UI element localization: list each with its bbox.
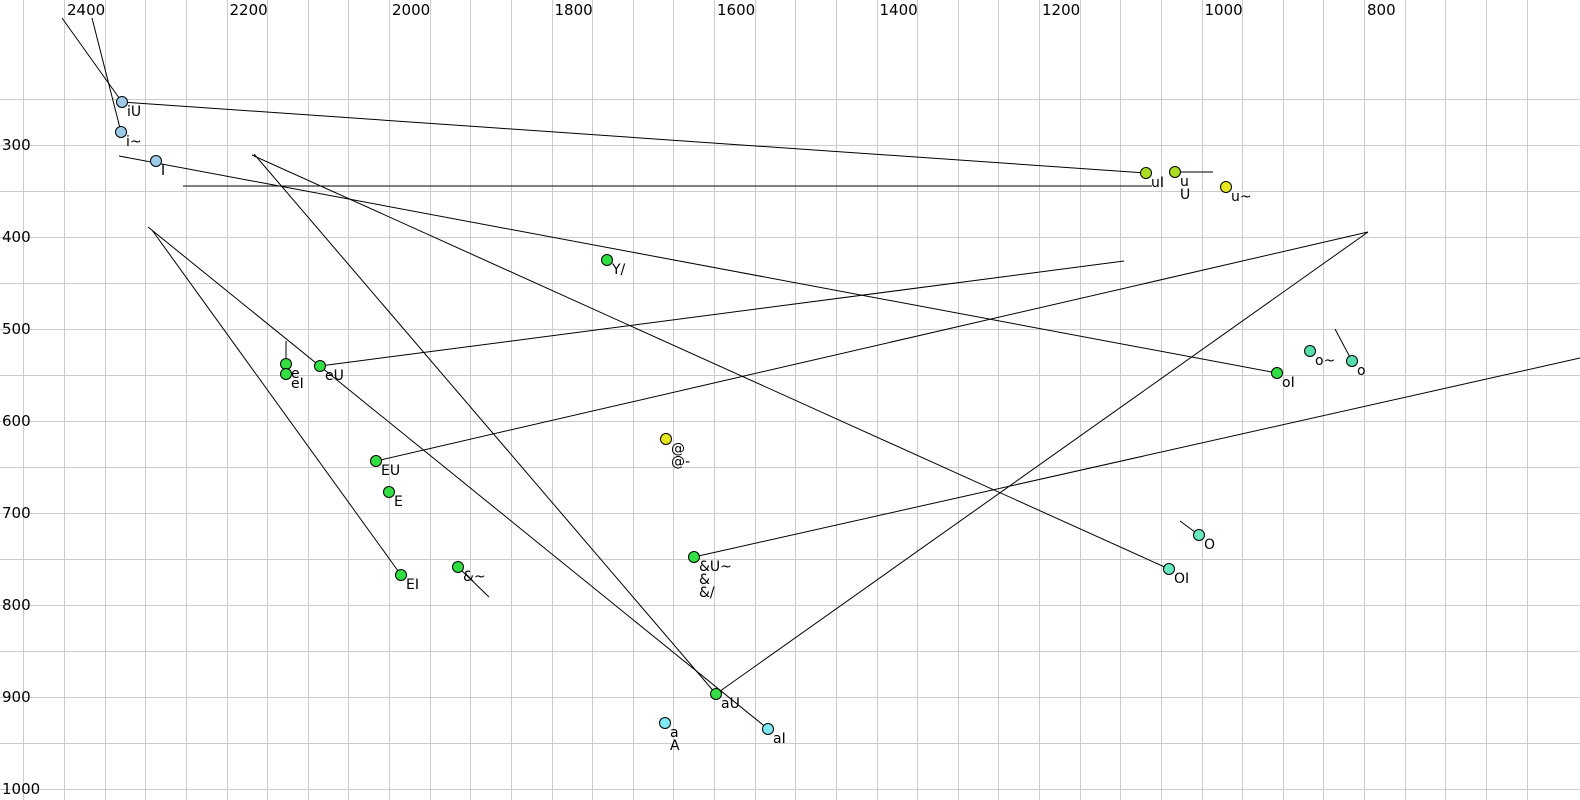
vowel-point[interactable] — [659, 717, 671, 729]
vowel-point-label: oI — [1282, 375, 1295, 391]
x-tick-label: 2400 — [67, 1, 105, 19]
vowel-point-label: a — [670, 725, 679, 741]
x-tick-label: 1400 — [880, 1, 918, 19]
vowel-point[interactable] — [280, 358, 292, 370]
formant-vector-line — [61, 17, 123, 103]
formant-vector-line — [693, 357, 1580, 558]
vowel-point[interactable] — [688, 551, 700, 563]
y-tick-label: 600 — [2, 412, 31, 430]
x-tick-label: 2000 — [392, 1, 430, 19]
vowel-point-label: EI — [406, 577, 419, 593]
vowel-point-label: U — [1180, 187, 1190, 203]
formant-vector-line — [121, 101, 1147, 174]
vowel-point[interactable] — [601, 254, 613, 266]
vowel-point-label: eU — [325, 368, 344, 384]
vowel-point[interactable] — [1169, 166, 1181, 178]
formant-trajectory-lines — [61, 17, 1580, 730]
vowel-point-label: A — [670, 738, 680, 754]
vowel-point-labels: iU i~ IuI uU u~ Y/o~ o eeI eU oI @@- EU E O&U~&&/ OI EI… — [126, 104, 1366, 754]
vowel-point-label: iU — [127, 104, 141, 120]
formant-vector-line — [319, 260, 1125, 367]
vowel-point-label: u — [1180, 174, 1189, 190]
vowel-point[interactable] — [1220, 181, 1232, 193]
vowel-point-label: @- — [671, 454, 690, 470]
y-tick-label: 1000 — [2, 780, 40, 798]
vowel-point[interactable] — [1304, 345, 1316, 357]
x-tick-label: 1800 — [555, 1, 593, 19]
vowel-point-label: aU — [721, 696, 740, 712]
vowel-point-label: i~ — [126, 134, 142, 150]
vowel-point-label: e — [291, 366, 300, 382]
vowel-point-label: O — [1204, 537, 1215, 553]
axis-tick-labels: 2400 2200 2000 1800 1600 1400 1200 1000 800 300 40… — [2, 1, 1396, 798]
vowel-point[interactable] — [116, 96, 128, 108]
vowel-point[interactable] — [1346, 355, 1358, 367]
vowel-point-label: & — [699, 572, 710, 588]
vowel-point-label: E — [394, 494, 403, 510]
formant-vector-line — [375, 231, 1369, 462]
x-tick-label: 1200 — [1042, 1, 1080, 19]
vowel-point-label: u~ — [1231, 189, 1252, 205]
vowel-point[interactable] — [1193, 529, 1205, 541]
vowel-point[interactable] — [660, 433, 672, 445]
vowel-point-label: o — [1357, 363, 1366, 379]
vowel-point-label: eI — [291, 376, 304, 392]
formant-vector-line — [715, 231, 1369, 695]
formant-vector-line — [147, 226, 769, 730]
formant-vector-line — [457, 566, 490, 598]
vowel-point-label: @ — [671, 441, 685, 457]
x-tick-label: 2200 — [230, 1, 268, 19]
vowel-point[interactable] — [395, 569, 407, 581]
vowel-data-points[interactable] — [115, 96, 1358, 735]
y-tick-label: 900 — [2, 688, 31, 706]
formant-vector-line — [91, 17, 122, 133]
vowel-point-label: EU — [381, 463, 400, 479]
x-tick-label: 1000 — [1205, 1, 1243, 19]
vowel-point-label: o~ — [1315, 353, 1335, 369]
vowel-point-label: aI — [773, 731, 786, 747]
x-tick-label: 800 — [1367, 1, 1396, 19]
y-tick-label: 800 — [2, 596, 31, 614]
x-tick-label: 1600 — [717, 1, 755, 19]
vowel-point-label: uI — [1151, 175, 1164, 191]
vowel-point[interactable] — [1163, 563, 1175, 575]
y-tick-label: 700 — [2, 504, 31, 522]
vowel-point-label: I — [161, 163, 165, 179]
vowel-point[interactable] — [452, 561, 464, 573]
formant-vector-line — [118, 155, 1278, 374]
formant-vector-line — [251, 154, 1170, 570]
vowel-point[interactable] — [280, 368, 292, 380]
y-tick-label: 500 — [2, 320, 31, 338]
y-tick-label: 400 — [2, 228, 31, 246]
vowel-point[interactable] — [1271, 367, 1283, 379]
vowel-point-label: &/ — [699, 585, 715, 601]
vowel-point-label: OI — [1174, 571, 1189, 587]
vowel-point[interactable] — [383, 486, 395, 498]
vowel-point[interactable] — [710, 688, 722, 700]
formant-vector-line — [1334, 328, 1353, 362]
formant-vector-line — [253, 153, 717, 695]
vowel-point[interactable] — [1140, 167, 1152, 179]
vowel-point[interactable] — [115, 126, 127, 138]
vowel-point[interactable] — [150, 155, 162, 167]
vowel-point[interactable] — [314, 360, 326, 372]
vowel-point[interactable] — [762, 723, 774, 735]
vowel-point-label: &U~ — [699, 559, 732, 575]
vowel-point-label: Y/ — [611, 262, 626, 278]
vowel-point[interactable] — [370, 455, 382, 467]
y-tick-label: 300 — [2, 136, 31, 154]
vowel-point-label: &~ — [463, 569, 486, 585]
formant-vector-line — [151, 229, 402, 576]
